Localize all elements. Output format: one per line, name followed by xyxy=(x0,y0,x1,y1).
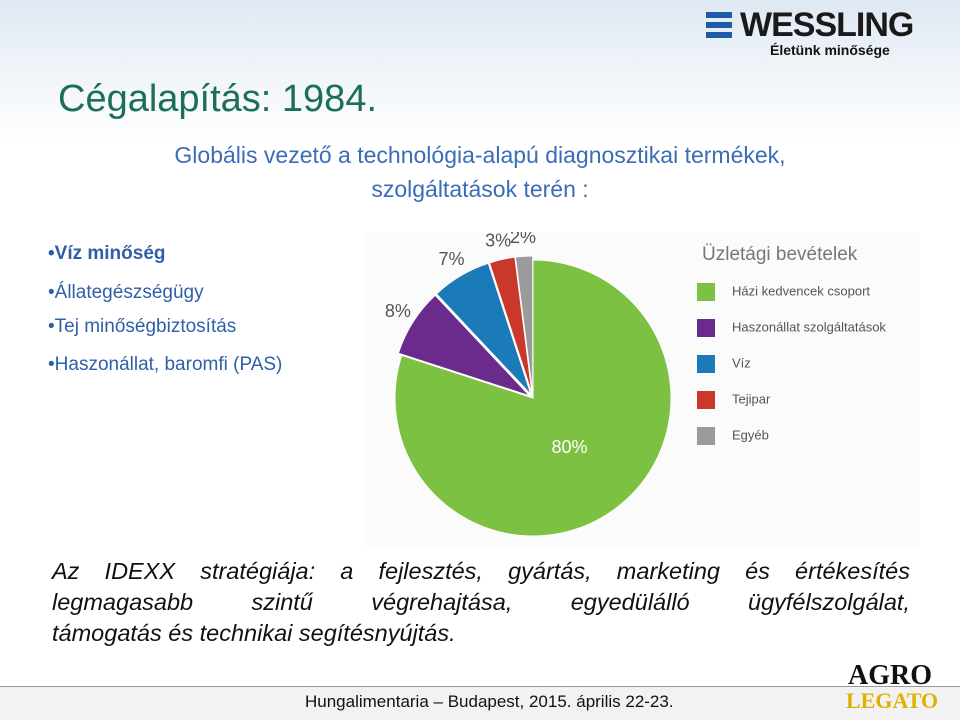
bullet: •Tej minőségbiztosítás xyxy=(48,316,237,337)
legend-swatch xyxy=(697,283,715,301)
legend-swatch xyxy=(697,391,715,409)
title: Cégalapítás: 1984. xyxy=(58,78,378,120)
logo-stripe xyxy=(706,22,732,28)
chart-title: Üzletági bevételek xyxy=(702,244,858,265)
logo-stripe xyxy=(706,32,732,38)
value-label: 7% xyxy=(439,249,465,269)
pie-slice xyxy=(435,262,532,395)
footer-text: Hungalimentaria – Budapest, 2015. áprili… xyxy=(305,692,674,711)
value-label: 3% xyxy=(485,232,511,251)
pie-slice xyxy=(488,256,533,395)
subtitle: Globális vezető a technológia-alapú diag… xyxy=(174,142,786,168)
footer-logo: LEGATO xyxy=(846,688,939,713)
strategy-line: legmagasabb szintű végrehajtása, egyedül… xyxy=(52,589,910,615)
logo-brand: WESSLING xyxy=(740,6,914,44)
value-label: 2% xyxy=(510,232,536,247)
legend-swatch xyxy=(697,319,715,337)
legend-swatch xyxy=(697,355,715,373)
legend-label: Egyéb xyxy=(732,427,769,442)
strategy-line: Az IDEXX stratégiája: a fejlesztés, gyár… xyxy=(52,558,910,584)
subtitle: szolgáltatások terén : xyxy=(371,176,589,202)
legend-swatch xyxy=(697,427,715,445)
chart: Üzletági bevételek 80% Házi kedvencek cso… xyxy=(365,232,919,546)
value-label: 80% xyxy=(551,437,587,457)
legend-label: Haszonállat szolgáltatások xyxy=(732,319,886,334)
pie-slice xyxy=(394,259,672,537)
footer-bar xyxy=(0,686,960,720)
logo-tagline: Életünk minősége xyxy=(770,42,890,58)
value-label: 8% xyxy=(385,301,411,321)
bullet: •Víz minőség xyxy=(48,243,166,264)
bullet: •Állategészségügy xyxy=(48,282,204,303)
pie-slice xyxy=(514,255,534,395)
logo-stripe xyxy=(706,12,732,18)
strategy: Az IDEXX stratégiája: a fejlesztés, gyár… xyxy=(52,556,910,649)
pie-slice xyxy=(397,294,530,397)
legend-label: Víz xyxy=(732,355,751,370)
footer-logo: AGRO xyxy=(848,660,932,691)
legend-label: Tejipar xyxy=(732,391,771,406)
strategy-line: támogatás és technikai segítésnyújtás. xyxy=(52,620,456,646)
bullet: •Haszonállat, baromfi (PAS) xyxy=(48,354,283,375)
legend-label: Házi kedvencek csoport xyxy=(732,283,870,298)
